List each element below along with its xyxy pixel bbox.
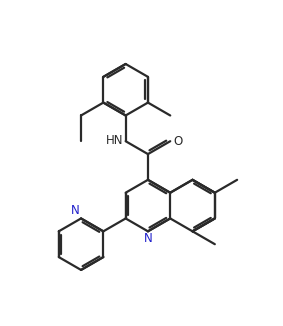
Text: O: O — [173, 135, 183, 148]
Text: N: N — [71, 204, 80, 217]
Text: HN: HN — [106, 134, 124, 147]
Text: N: N — [143, 232, 152, 245]
